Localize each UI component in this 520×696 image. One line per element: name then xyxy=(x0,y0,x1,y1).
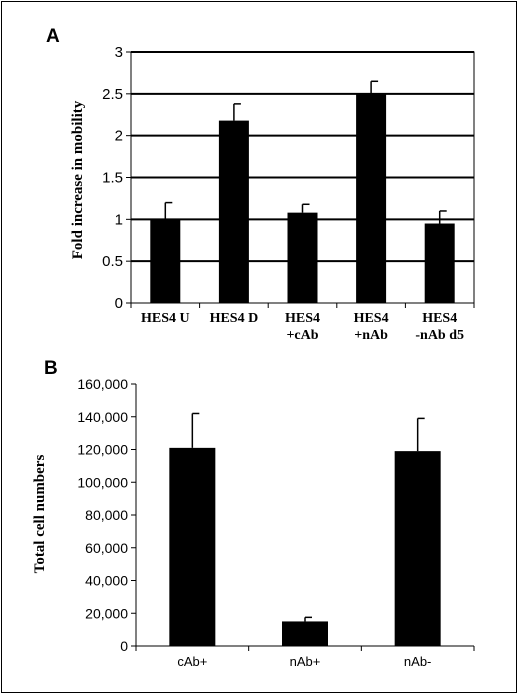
panel-a-bar xyxy=(287,212,318,303)
panel-b-y-tick-label: 20,000 xyxy=(85,605,128,621)
panel-a-y-tick-label: 0.5 xyxy=(102,253,123,270)
panel-a-category-label: HES4 xyxy=(422,311,457,326)
panel-a-category-label: -nAb d5 xyxy=(415,328,464,343)
panel-a-chart: 0 0.5 1 1.5 2 2.5 3 HES4 U HES4 D HES4 +cAb HES4 +nA… xyxy=(102,44,475,343)
panel-a-category-label: HES4 D xyxy=(210,311,259,326)
panel-a-category-label: +cAb xyxy=(286,328,318,343)
panel-b-bar xyxy=(394,451,441,646)
panel-b-category-label: nAb+ xyxy=(290,654,321,669)
panel-a-category-label: HES4 U xyxy=(141,311,190,326)
panel-a-y-tick-label: 1 xyxy=(115,211,123,228)
panel-b-y-tick-label: 100,000 xyxy=(77,474,128,490)
panel-b-y-tick-label: 60,000 xyxy=(85,540,128,556)
panel-a-category-label: HES4 xyxy=(285,311,320,326)
panel-b-y-tick-label: 80,000 xyxy=(85,507,128,523)
panel-a-category-label: +nAb xyxy=(354,328,388,343)
panel-b-label: B xyxy=(44,358,58,379)
panel-b-y-tick-label: 120,000 xyxy=(77,442,128,458)
panel-a-bar xyxy=(424,223,455,303)
panel-b-bar xyxy=(169,447,216,646)
panel-b-y-tick-label: 160,000 xyxy=(77,376,128,392)
panel-a-bar xyxy=(150,219,181,303)
panel-a-bar xyxy=(218,120,249,304)
panel-a-bar xyxy=(356,93,387,303)
panel-a-y-axis-label: Fold increase in mobility xyxy=(70,100,86,259)
panel-b-y-axis-label: Total cell numbers xyxy=(32,455,48,574)
panel-b-y-tick-label: 40,000 xyxy=(85,573,128,589)
panel-b-chart: 0 20,000 40,000 60,000 80,000 100,000 120,000 1… xyxy=(77,376,475,669)
panel-b-category-label: cAb+ xyxy=(177,654,207,669)
panel-a-category-label: HES4 xyxy=(354,311,389,326)
panel-b-y-tick-label: 0 xyxy=(120,638,128,654)
panel-a-y-tick-label: 0 xyxy=(115,295,123,312)
panel-a-y-tick-label: 1.5 xyxy=(102,170,123,187)
panel-a-label: A xyxy=(46,26,60,47)
panel-b-category-label: nAb- xyxy=(404,654,431,669)
panel-a-y-tick-label: 3 xyxy=(115,44,123,61)
panel-a-y-tick-label: 2.5 xyxy=(102,86,123,103)
panel-b-y-tick-label: 140,000 xyxy=(77,409,128,425)
panel-a-y-tick-label: 2 xyxy=(115,128,123,145)
panel-b-bar xyxy=(282,621,328,646)
